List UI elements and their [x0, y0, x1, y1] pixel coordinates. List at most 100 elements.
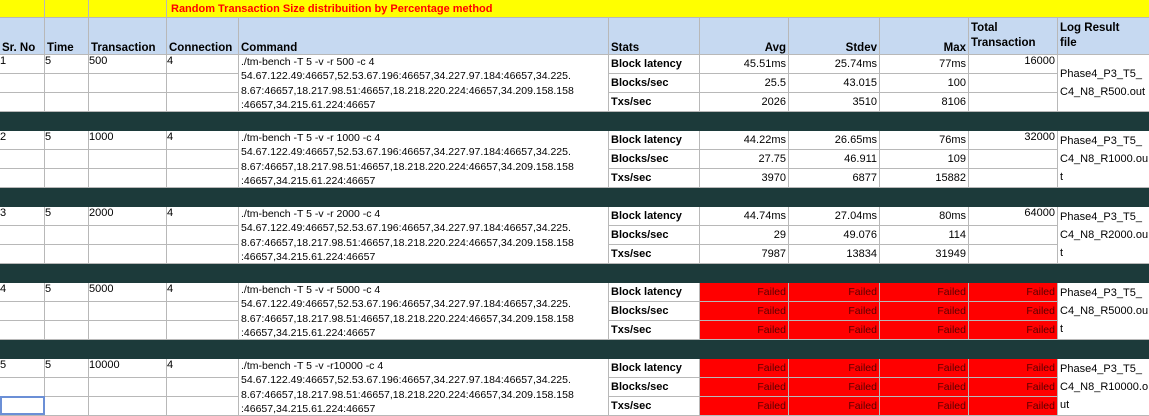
cell-connection[interactable]: 4 — [167, 55, 239, 74]
cell-stdev[interactable]: 6877 — [789, 169, 880, 188]
separator-band[interactable] — [789, 264, 880, 283]
cell-connection-empty[interactable] — [167, 93, 239, 112]
separator-band[interactable] — [969, 340, 1058, 359]
separator-band[interactable] — [789, 340, 880, 359]
cell-srno-empty[interactable] — [0, 321, 45, 340]
cell-total[interactable]: Failed — [969, 321, 1058, 340]
separator-band[interactable] — [239, 264, 609, 283]
separator-band[interactable] — [700, 264, 789, 283]
cell-command[interactable]: ./tm-bench -T 5 -v -r 5000 -c 4 54.67.122… — [239, 283, 609, 340]
cell-total[interactable]: 16000 — [969, 55, 1058, 74]
separator-band[interactable] — [789, 188, 880, 207]
cell-avg[interactable]: Failed — [700, 283, 789, 302]
cell-command[interactable]: ./tm-bench -T 5 -v -r10000 -c 4 54.67.122… — [239, 359, 609, 416]
title-cell-b[interactable] — [45, 0, 89, 18]
separator-band[interactable] — [1058, 264, 1149, 283]
cell-stdev[interactable]: 25.74ms — [789, 55, 880, 74]
title-cell-c[interactable] — [89, 0, 167, 18]
cell-time[interactable]: 5 — [45, 207, 89, 226]
cell-transaction[interactable]: 500 — [89, 55, 167, 74]
cell-total-empty[interactable] — [969, 169, 1058, 188]
separator-band[interactable] — [89, 264, 167, 283]
cell-max[interactable]: 76ms — [880, 131, 969, 150]
cell-total[interactable]: Failed — [969, 359, 1058, 378]
cell-transaction-empty[interactable] — [89, 378, 167, 397]
separator-band[interactable] — [45, 340, 89, 359]
separator-band[interactable] — [167, 340, 239, 359]
cell-time-empty[interactable] — [45, 321, 89, 340]
cell-total[interactable]: Failed — [969, 397, 1058, 416]
separator-band[interactable] — [167, 264, 239, 283]
separator-band[interactable] — [0, 264, 45, 283]
cell-stat-label[interactable]: Txs/sec — [609, 397, 700, 416]
cell-total[interactable]: Failed — [969, 283, 1058, 302]
cell-total-empty[interactable] — [969, 74, 1058, 93]
cell-srno[interactable]: 4 — [0, 283, 45, 302]
cell-stdev[interactable]: Failed — [789, 378, 880, 397]
cell-stdev[interactable]: 27.04ms — [789, 207, 880, 226]
cell-stat-label[interactable]: Txs/sec — [609, 245, 700, 264]
cell-stdev[interactable]: Failed — [789, 321, 880, 340]
separator-band[interactable] — [89, 188, 167, 207]
header-command[interactable]: Command — [239, 18, 609, 55]
cell-stat-label[interactable]: Txs/sec — [609, 169, 700, 188]
separator-band[interactable] — [609, 188, 700, 207]
cell-transaction-empty[interactable] — [89, 226, 167, 245]
header-max[interactable]: Max — [880, 18, 969, 55]
cell-total-empty[interactable] — [969, 245, 1058, 264]
cell-transaction-empty[interactable] — [89, 397, 167, 416]
cell-avg[interactable]: 45.51ms — [700, 55, 789, 74]
cell-avg[interactable]: Failed — [700, 321, 789, 340]
cell-connection-empty[interactable] — [167, 150, 239, 169]
cell-connection-empty[interactable] — [167, 302, 239, 321]
header-stats[interactable]: Stats — [609, 18, 700, 55]
cell-time[interactable]: 5 — [45, 131, 89, 150]
separator-band[interactable] — [0, 112, 45, 131]
cell-connection-empty[interactable] — [167, 321, 239, 340]
cell-command[interactable]: ./tm-bench -T 5 -v -r 500 -c 4 54.67.122.… — [239, 55, 609, 112]
cell-connection-empty[interactable] — [167, 169, 239, 188]
cell-stat-label[interactable]: Txs/sec — [609, 93, 700, 112]
cell-transaction-empty[interactable] — [89, 150, 167, 169]
separator-band[interactable] — [969, 188, 1058, 207]
cell-stat-label[interactable]: Blocks/sec — [609, 302, 700, 321]
cell-avg[interactable]: 3970 — [700, 169, 789, 188]
cell-avg[interactable]: 29 — [700, 226, 789, 245]
cell-total[interactable]: 64000 — [969, 207, 1058, 226]
cell-avg[interactable]: 44.22ms — [700, 131, 789, 150]
cell-stdev[interactable]: 43.015 — [789, 74, 880, 93]
cell-connection-empty[interactable] — [167, 245, 239, 264]
cell-stat-label[interactable]: Blocks/sec — [609, 150, 700, 169]
cell-transaction[interactable]: 10000 — [89, 359, 167, 378]
separator-band[interactable] — [969, 112, 1058, 131]
cell-connection[interactable]: 4 — [167, 283, 239, 302]
cell-stdev[interactable]: Failed — [789, 283, 880, 302]
cell-stat-label[interactable]: Blocks/sec — [609, 226, 700, 245]
header-avg[interactable]: Avg — [700, 18, 789, 55]
cell-srno-empty[interactable] — [0, 150, 45, 169]
cell-connection[interactable]: 4 — [167, 131, 239, 150]
cell-time-empty[interactable] — [45, 245, 89, 264]
cell-max[interactable]: Failed — [880, 359, 969, 378]
separator-band[interactable] — [0, 188, 45, 207]
separator-band[interactable] — [89, 340, 167, 359]
cell-time[interactable]: 5 — [45, 283, 89, 302]
cell-avg[interactable]: 2026 — [700, 93, 789, 112]
separator-band[interactable] — [789, 112, 880, 131]
cell-total-empty[interactable] — [969, 226, 1058, 245]
cell-log-file[interactable]: Phase4_P3_T5_C4_N8_R10000.out — [1058, 359, 1149, 416]
separator-band[interactable] — [700, 188, 789, 207]
cell-time-empty[interactable] — [45, 397, 89, 416]
cell-total[interactable]: Failed — [969, 302, 1058, 321]
separator-band[interactable] — [0, 340, 45, 359]
cell-transaction-empty[interactable] — [89, 169, 167, 188]
cell-stdev[interactable]: Failed — [789, 302, 880, 321]
separator-band[interactable] — [700, 112, 789, 131]
cell-stat-label[interactable]: Blocks/sec — [609, 378, 700, 397]
cell-max[interactable]: Failed — [880, 378, 969, 397]
header-stdev[interactable]: Stdev — [789, 18, 880, 55]
cell-total[interactable]: Failed — [969, 378, 1058, 397]
title-cell-a[interactable] — [0, 0, 45, 18]
cell-stat-label[interactable]: Block latency — [609, 283, 700, 302]
cell-max[interactable]: Failed — [880, 397, 969, 416]
